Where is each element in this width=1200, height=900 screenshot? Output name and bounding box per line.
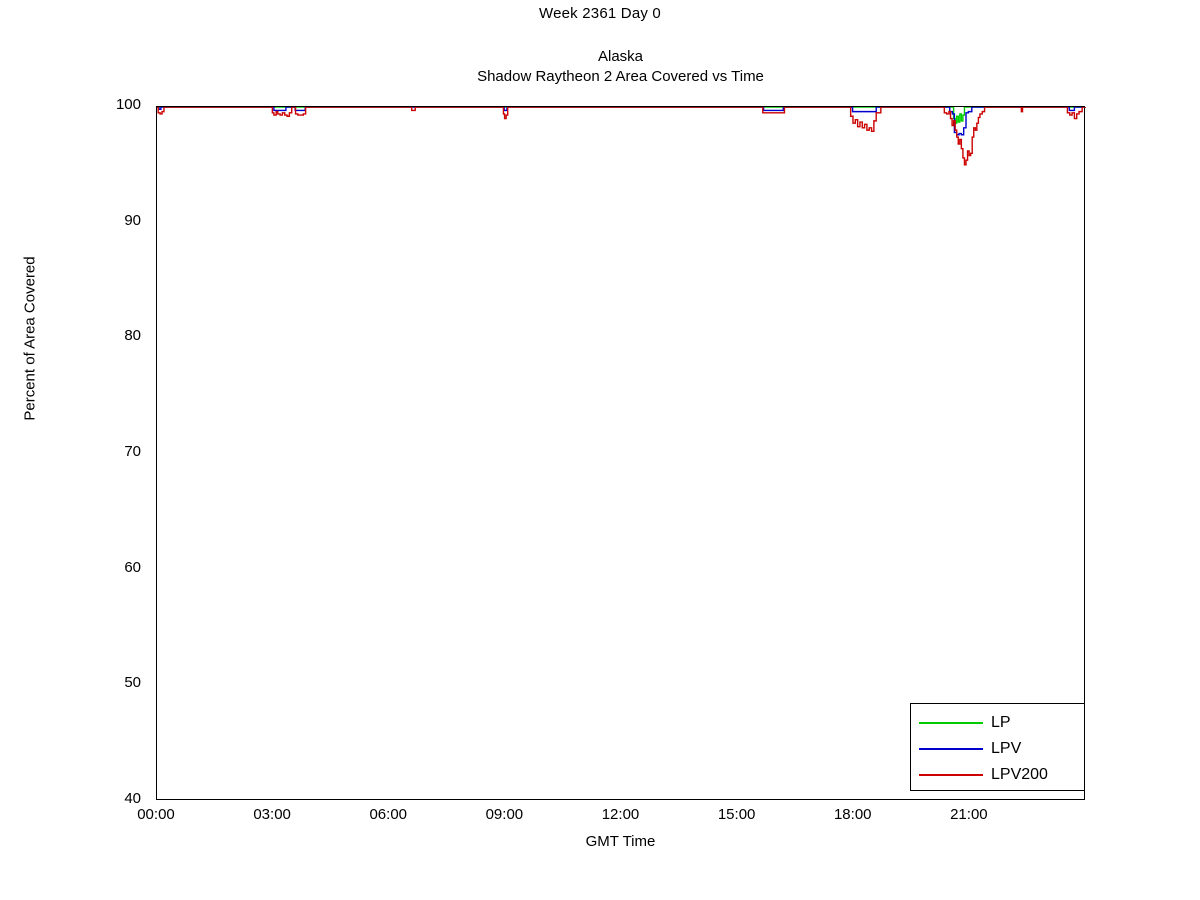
y-tick-label: 80 xyxy=(124,327,141,345)
series-plot-layer xyxy=(157,107,1086,166)
series-line-lpv xyxy=(157,107,1086,136)
series-line-lp xyxy=(157,107,1086,124)
chart-title-block: Alaska Shadow Raytheon 2 Area Covered vs… xyxy=(156,47,1085,87)
legend-label-lp: LP xyxy=(991,714,1011,731)
legend: LP LPV LPV200 xyxy=(910,703,1085,791)
x-tick-label: 09:00 xyxy=(485,806,524,823)
y-tick-label: 50 xyxy=(124,674,141,692)
x-axis-label: GMT Time xyxy=(585,833,656,850)
y-tick-label: 90 xyxy=(124,211,141,229)
x-tick-label: 18:00 xyxy=(833,806,872,823)
legend-item-lp[interactable]: LP xyxy=(919,710,1079,736)
y-tick-label: 70 xyxy=(124,443,141,460)
y-tick-label: 60 xyxy=(124,558,141,576)
legend-swatch-lpv xyxy=(919,748,983,750)
x-tick-label: 15:00 xyxy=(717,806,756,823)
figure-suptitle: Week 2361 Day 0 xyxy=(539,5,661,22)
y-tick-label: 100 xyxy=(115,96,141,113)
chart-title-description: Shadow Raytheon 2 Area Covered vs Time xyxy=(477,68,764,85)
x-tick-label: 03:00 xyxy=(253,806,291,823)
x-tick-label: 00:00 xyxy=(137,806,175,823)
y-tick-label: 40 xyxy=(124,790,141,807)
chart-title-region: Alaska xyxy=(597,48,644,65)
plot-area xyxy=(156,106,1086,800)
x-tick-label: 21:00 xyxy=(950,806,988,823)
legend-swatch-lp xyxy=(919,722,983,724)
legend-item-lpv[interactable]: LPV xyxy=(919,736,1079,762)
y-axis-label: Percent of Area Covered xyxy=(21,256,39,421)
legend-swatch-lpv200 xyxy=(919,774,983,776)
series-line-lpv200 xyxy=(157,107,1086,166)
legend-label-lpv200: LPV200 xyxy=(991,766,1048,783)
x-tick-label: 12:00 xyxy=(601,806,640,823)
x-tick-label: 06:00 xyxy=(369,806,408,823)
legend-item-lpv200[interactable]: LPV200 xyxy=(919,762,1079,788)
legend-label-lpv: LPV xyxy=(991,740,1022,757)
